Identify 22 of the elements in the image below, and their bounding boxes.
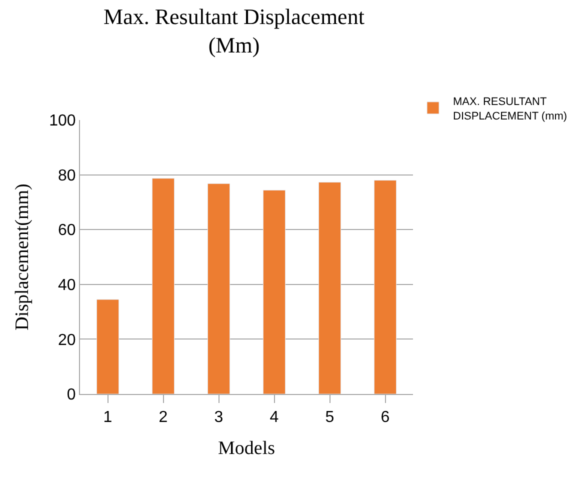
bar — [207, 183, 230, 394]
x-tick-label: 5 — [325, 409, 334, 426]
bar — [318, 182, 342, 394]
x-tick-label: 2 — [158, 409, 168, 426]
x-tick-label: 4 — [270, 409, 279, 426]
bar — [96, 299, 120, 394]
y-tick-label: 80 — [58, 167, 76, 184]
y-tick-label: 0 — [66, 386, 76, 404]
x-tick-label: 3 — [214, 409, 224, 426]
x-axis-title: Models — [218, 438, 275, 459]
bar — [262, 190, 286, 394]
y-axis-title: Displacement(mm) — [12, 184, 33, 330]
x-tick-label: 6 — [380, 409, 390, 426]
legend-label: MAX. RESULTANT DISPLACEMENT (mm) — [453, 96, 568, 122]
y-tick-label: 20 — [58, 332, 76, 349]
y-tick-label: 40 — [58, 277, 76, 294]
chart-title: Max. Resultant Displacement (Mm) — [104, 4, 364, 58]
bar — [374, 180, 397, 394]
y-tick-label: 60 — [58, 222, 76, 240]
bar — [152, 178, 175, 394]
y-tick-label: 100 — [49, 112, 76, 130]
x-tick-label: 1 — [103, 409, 112, 426]
